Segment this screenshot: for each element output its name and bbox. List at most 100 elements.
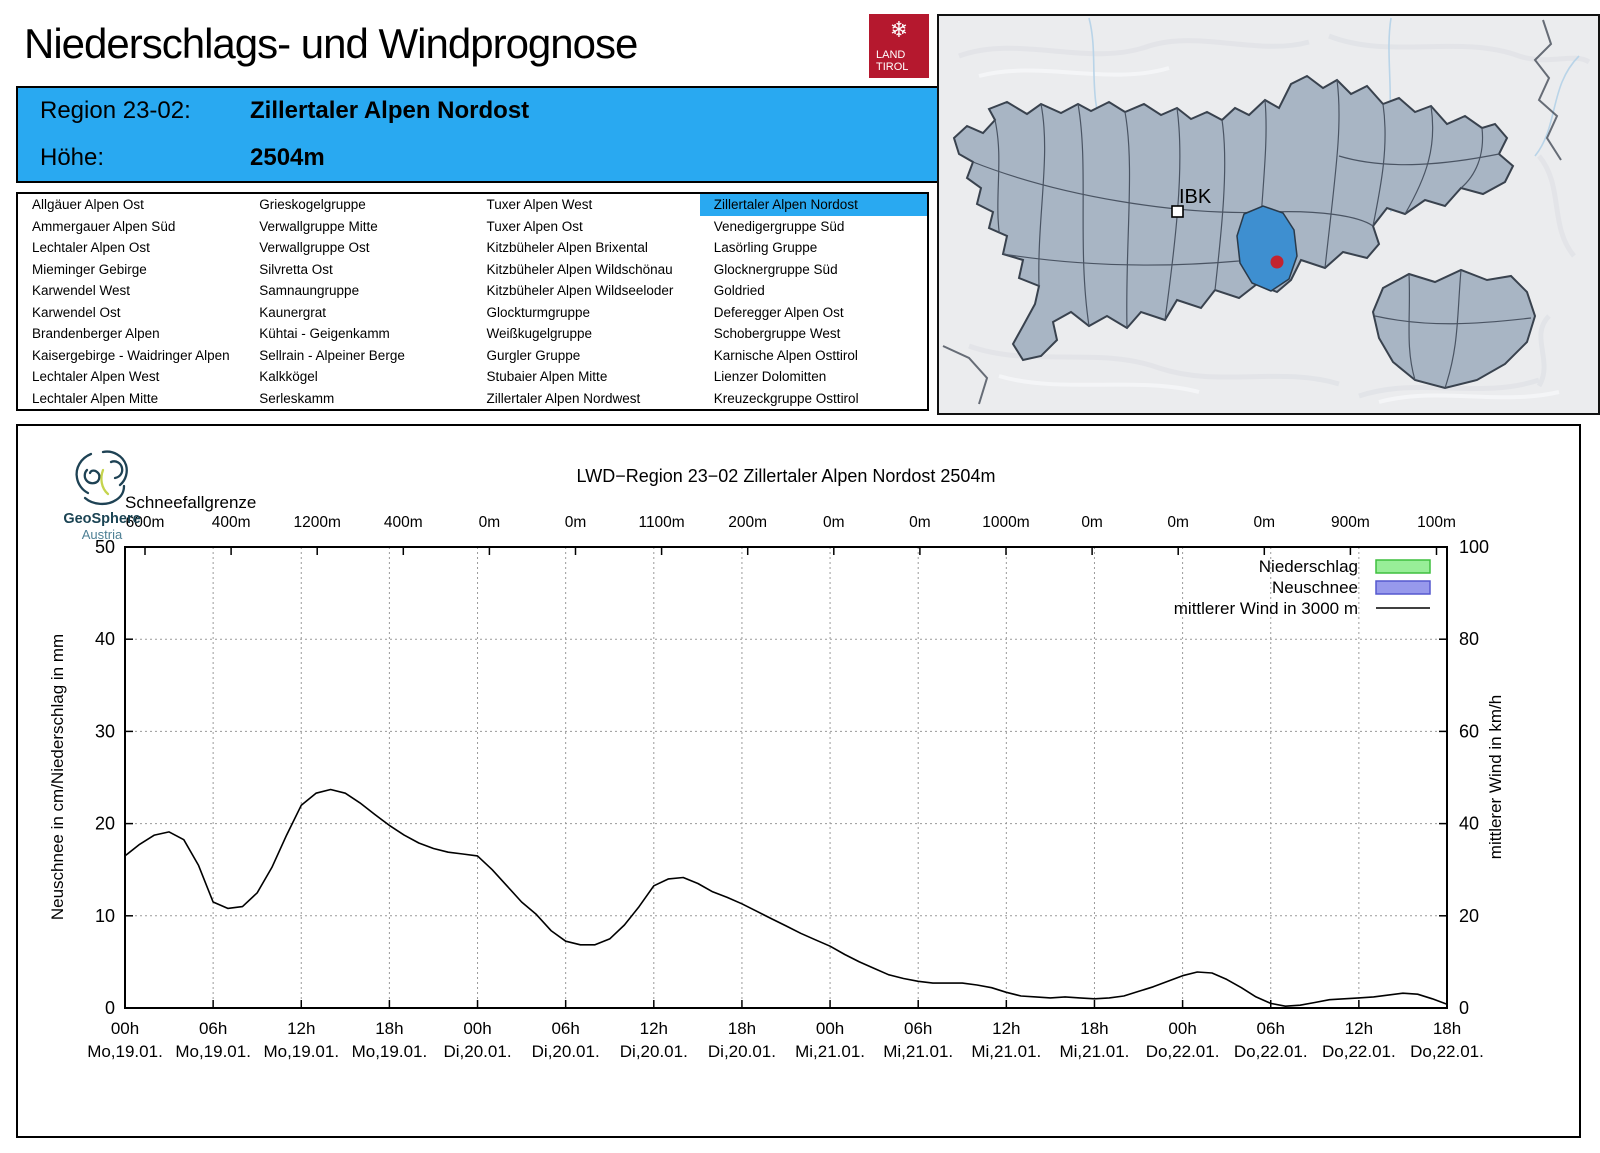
snowline-value: 0m	[823, 514, 845, 531]
region-list-item[interactable]: Glockturmgruppe	[486, 304, 591, 320]
y-axis-title-right: mittlerer Wind in km/h	[1486, 695, 1505, 859]
snowline-value: 0m	[479, 514, 501, 531]
region-list-item[interactable]: Karwendel Ost	[32, 304, 121, 320]
snowline-value: 0m	[1081, 514, 1103, 531]
region-list-item[interactable]: Allgäuer Alpen Ost	[32, 197, 144, 213]
x-tick-date: Di,20.01.	[708, 1042, 776, 1061]
region-list-item[interactable]: Lasörling Gruppe	[713, 240, 818, 256]
region-list-item[interactable]: Karwendel West	[32, 283, 131, 299]
region-list-item[interactable]: Brandenberger Alpen	[32, 326, 160, 342]
land-tirol-line1: LAND	[876, 49, 906, 61]
region-list-item[interactable]: Lechtaler Alpen West	[32, 369, 160, 385]
map-region-osttirol	[1371, 268, 1537, 390]
region-list-item[interactable]: Glocknergruppe Süd	[713, 261, 838, 277]
x-tick-date: Mo,19.01.	[87, 1042, 163, 1061]
legend-swatch-box	[1375, 580, 1431, 595]
region-list-item[interactable]: Gurgler Gruppe	[486, 347, 581, 363]
snowline-value: 0m	[565, 514, 587, 531]
chart-title: LWD−Region 23−02 Zillertaler Alpen Nordo…	[577, 466, 996, 486]
x-tick-hour: 00h	[463, 1019, 491, 1038]
page-title: Niederschlags- und Windprognose	[24, 20, 638, 67]
snowflake-icon: ❄	[889, 17, 909, 42]
region-list-item[interactable]: Grieskogelgruppe	[259, 197, 366, 213]
forecast-chart: LWD−Region 23−02 Zillertaler Alpen Nordo…	[48, 466, 1505, 1061]
region-list-item[interactable]: Kitzbüheler Alpen Brixental	[486, 240, 648, 256]
x-tick-date: Di,20.01.	[532, 1042, 600, 1061]
region-list-item[interactable]: Tuxer Alpen Ost	[486, 218, 583, 234]
region-header: Region 23-02: Zillertaler Alpen Nordost …	[16, 86, 951, 183]
region-list-item[interactable]: Stubaier Alpen Mitte	[486, 369, 608, 385]
region-list-item[interactable]: Kitzbüheler Alpen Wildseeloder	[486, 283, 674, 299]
map-selected-region[interactable]	[1236, 205, 1298, 292]
y-tick-label-right: 20	[1459, 906, 1479, 926]
y-tick-label-left: 30	[95, 721, 115, 741]
snowline-value: 400m	[212, 514, 251, 531]
terrain-highlights	[978, 66, 1560, 404]
region-list-item[interactable]: Goldried	[713, 283, 765, 299]
region-list-item[interactable]: Verwallgruppe Mitte	[259, 218, 378, 234]
x-tick-hour: 06h	[199, 1019, 227, 1038]
region-list-item[interactable]: Kitzbüheler Alpen Wildschönau	[486, 261, 673, 277]
region-list-item[interactable]: Sellrain - Alpeiner Berge	[259, 347, 405, 363]
x-tick-date: Do,22.01.	[1146, 1042, 1220, 1061]
snowline-value: 1200m	[293, 514, 340, 531]
y-tick-label-right: 60	[1459, 721, 1479, 741]
legend-label: Neuschnee	[1272, 578, 1358, 597]
y-tick-label-right: 0	[1459, 998, 1469, 1018]
region-list-item[interactable]: Kaisergebirge - Waidringer Alpen	[32, 347, 230, 363]
region-list-item[interactable]: Tuxer Alpen West	[486, 197, 593, 213]
station-marker-dot	[1270, 255, 1284, 269]
x-tick-hour: 18h	[728, 1019, 756, 1038]
region-list-item[interactable]: Zillertaler Alpen Nordost	[699, 194, 927, 216]
region-list-item[interactable]: Karnische Alpen Osttirol	[713, 347, 858, 363]
x-tick-hour: 00h	[1168, 1019, 1196, 1038]
snowline-value: 0m	[909, 514, 931, 531]
snowline-value: 600m	[126, 514, 165, 531]
x-tick-date: Mo,19.01.	[263, 1042, 339, 1061]
snowline-value: 0m	[1254, 514, 1276, 531]
region-list-item[interactable]: Lechtaler Alpen Ost	[32, 240, 150, 256]
x-tick-hour: 12h	[287, 1019, 315, 1038]
ibk-marker-square	[1171, 205, 1184, 218]
region-list-item[interactable]: Kreuzeckgruppe Osttirol	[713, 390, 859, 406]
region-list-item[interactable]: Mieminger Gebirge	[32, 261, 147, 277]
region-list-item[interactable]: Schobergruppe West	[713, 326, 841, 342]
region-list-item[interactable]: Lechtaler Alpen Mitte	[32, 390, 159, 406]
snowline-value: 400m	[384, 514, 423, 531]
x-tick-hour: 00h	[111, 1019, 139, 1038]
region-list-item[interactable]: Silvretta Ost	[259, 261, 333, 277]
x-tick-hour: 18h	[1080, 1019, 1108, 1038]
region-value: Zillertaler Alpen Nordost	[250, 97, 530, 125]
region-list-item[interactable]: Deferegger Alpen Ost	[713, 304, 844, 320]
region-list-item[interactable]: Kühtai - Geigenkamm	[259, 326, 390, 342]
region-list-item[interactable]: Kaunergrat	[259, 304, 327, 320]
region-list-item[interactable]: Ammergauer Alpen Süd	[32, 218, 176, 234]
x-tick-date: Do,22.01.	[1410, 1042, 1484, 1061]
x-tick-hour: 18h	[375, 1019, 403, 1038]
tirol-map-svg: IBK	[939, 16, 1594, 409]
y-tick-label-left: 0	[105, 998, 115, 1018]
land-tirol-logo-text: LAND TIROL	[876, 49, 908, 73]
region-list-item[interactable]: Samnaungruppe	[259, 283, 360, 299]
x-tick-hour: 12h	[992, 1019, 1020, 1038]
ibk-label: IBK	[1179, 186, 1212, 208]
land-tirol-line2: TIROL	[876, 61, 909, 73]
region-list-item[interactable]: Kalkkögel	[259, 369, 318, 385]
geosphere-logo: GeoSphere Austria	[48, 448, 156, 542]
region-list-item[interactable]: Lienzer Dolomitten	[713, 369, 827, 385]
y-tick-label-left: 10	[95, 906, 115, 926]
wind-line	[124, 788, 1448, 1008]
region-label: Region 23-02:	[40, 97, 191, 125]
x-tick-hour: 06h	[904, 1019, 932, 1038]
region-list-item[interactable]: Venedigergruppe Süd	[713, 218, 845, 234]
snowline-value: 1000m	[982, 514, 1029, 531]
tirol-map: IBK	[937, 14, 1600, 415]
region-list-item[interactable]: Serleskamm	[259, 390, 335, 406]
y-axis-title-left: Neuschnee in cm/Niederschlag in mm	[48, 634, 67, 920]
region-list-item[interactable]: Verwallgruppe Ost	[259, 240, 370, 256]
osttirol-border-lines	[1374, 270, 1532, 388]
region-list-item[interactable]: Zillertaler Alpen Nordwest	[486, 390, 641, 406]
y-tick-label-left: 40	[95, 629, 115, 649]
region-list-item[interactable]: Weißkugelgruppe	[486, 326, 593, 342]
snowline-value: 200m	[728, 514, 767, 531]
